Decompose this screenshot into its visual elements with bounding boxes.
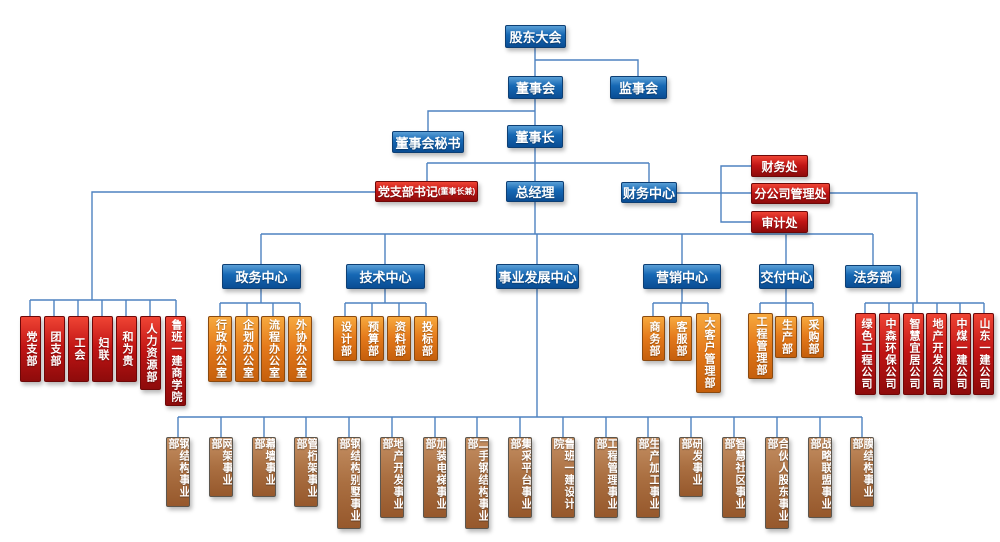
- node-budget-dept: 预算部: [360, 316, 384, 361]
- party-secretary-note: (董事长兼): [437, 187, 476, 196]
- node-supervisory-board: 监事会: [610, 76, 667, 99]
- node-party-branch: 党支部: [20, 316, 41, 382]
- node-chairman: 董事长: [507, 125, 563, 148]
- node-admin-office: 行政办公室: [208, 316, 232, 382]
- node-finance-center: 财务中心: [621, 182, 677, 203]
- node-partner-shareholder-div: 合伙人股东事业部: [765, 437, 789, 529]
- node-key-account-dept: 大客户管理部: [696, 313, 721, 393]
- node-curtain-wall-div: 幕墙事业部: [252, 437, 276, 497]
- node-delivery-center: 交付中心: [759, 264, 814, 289]
- node-shandong-yijian-co: 山东一建公司: [973, 313, 994, 395]
- node-board-secretary: 董事会秘书: [392, 131, 464, 153]
- node-documents-dept: 资料部: [387, 316, 411, 361]
- node-harmony-org: 和为贵: [116, 316, 137, 382]
- node-production-processing-div: 生产加工事业部: [636, 437, 660, 518]
- node-strategic-alliance-div: 战略联盟事业部: [808, 437, 832, 518]
- node-legal-dept: 法务部: [845, 265, 901, 288]
- node-membrane-structure-div: 膜结构事业部: [850, 437, 874, 507]
- node-pipe-truss-div: 管桁架事业部: [294, 437, 318, 507]
- node-planning-office: 企划办公室: [235, 316, 259, 382]
- node-zhongsen-env-co: 中森环保公司: [879, 313, 900, 395]
- node-procurement-platform-div: 集采平台事业部: [508, 437, 532, 518]
- node-branch-management-office: 分公司管理处: [751, 183, 830, 204]
- node-realestate-dev-div: 地产开发事业部: [380, 437, 404, 518]
- node-production-dept: 生产部: [775, 316, 797, 358]
- node-womens-federation: 妇联: [92, 316, 113, 382]
- node-green-engineering-co: 绿色工程公司: [855, 313, 876, 395]
- node-smart-community-div: 智慧社区事业部: [722, 437, 746, 518]
- node-tech-center: 技术中心: [346, 264, 425, 289]
- node-youth-league-branch: 团支部: [44, 316, 65, 382]
- node-engineering-mgmt-div: 工程管理事业部: [594, 437, 618, 518]
- node-customer-service-dept: 客服部: [669, 316, 692, 361]
- node-party-branch-secretary: 党支部书记 (董事长兼): [375, 181, 478, 202]
- node-finance-office: 财务处: [751, 155, 808, 177]
- node-business-dev-center: 事业发展中心: [496, 264, 579, 289]
- node-procurement-dept: 采购部: [801, 316, 824, 358]
- node-board-of-directors: 董事会: [508, 76, 563, 99]
- node-general-manager: 总经理: [506, 181, 564, 202]
- node-steel-villa-div: 钢结构别墅事业部: [337, 437, 361, 529]
- party-secretary-label: 党支部书记: [377, 185, 438, 199]
- node-grid-frame-div: 网架事业部: [209, 437, 233, 497]
- node-bidding-dept: 投标部: [414, 316, 438, 361]
- node-used-steel-structure-div: 二手钢结构事业部: [465, 437, 489, 529]
- node-labor-union: 工会: [68, 316, 89, 382]
- node-elevator-install-div: 加装电梯事业部: [423, 437, 447, 518]
- node-zhongmei-yijian-co: 中煤一建公司: [950, 313, 971, 395]
- node-audit-office: 审计处: [751, 211, 808, 233]
- node-steel-structure-div: 钢结构事业部: [166, 437, 190, 507]
- node-hr-dept: 人力资源部: [140, 316, 161, 390]
- node-realestate-dev-co: 地产开发公司: [926, 313, 947, 395]
- node-admin-center: 政务中心: [222, 264, 301, 289]
- node-luban-business-school: 鲁班一建商学院: [165, 316, 186, 406]
- node-luban-design-institute: 鲁班一建设计院: [551, 437, 575, 518]
- node-marketing-center: 营销中心: [643, 264, 721, 289]
- node-smart-living-co: 智慧宜居公司: [903, 313, 924, 395]
- node-engineering-mgmt-dept: 工程管理部: [748, 313, 773, 379]
- node-design-dept: 设计部: [333, 316, 357, 361]
- node-commerce-dept: 商务部: [642, 316, 665, 361]
- node-rnd-div: 研发事业部: [679, 437, 703, 497]
- node-process-office: 流程办公室: [261, 316, 285, 382]
- node-outsourcing-office: 外协办公室: [288, 316, 312, 382]
- node-shareholders-meeting: 股东大会: [505, 25, 566, 48]
